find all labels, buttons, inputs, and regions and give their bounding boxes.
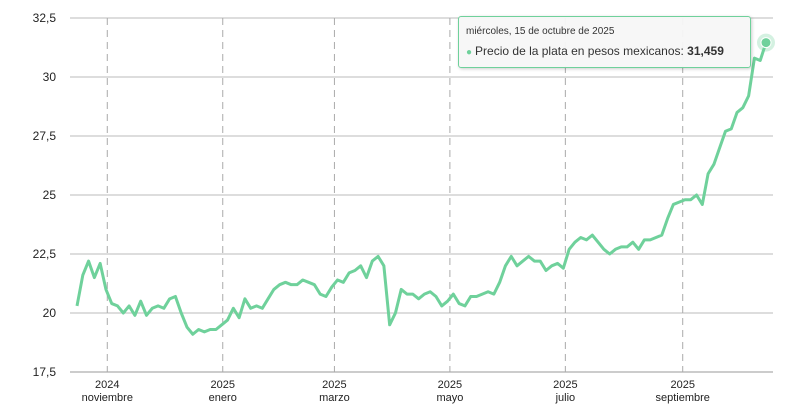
y-tick-label: 25	[43, 188, 57, 202]
series-line	[75, 42, 768, 336]
y-tick-label: 17,5	[33, 365, 57, 379]
tooltip-value: 31,459	[687, 44, 724, 58]
y-tick-label: 22,5	[33, 247, 57, 261]
tooltip-row: ● Precio de la plata en pesos mexicanos: …	[466, 44, 724, 58]
y-tick-label: 27,5	[33, 129, 57, 143]
x-tick-month: enero	[209, 392, 237, 404]
x-tick-month: julio	[555, 392, 576, 404]
series-dot-icon: ●	[466, 47, 473, 58]
x-tick-month: mayo	[436, 392, 463, 404]
x-tick-month: septiembre	[656, 392, 710, 404]
x-tick-year: 2025	[670, 379, 694, 391]
y-tick-label: 30	[43, 70, 57, 84]
x-tick-year: 2025	[438, 379, 462, 391]
x-tick-year: 2025	[553, 379, 577, 391]
x-tick-month: marzo	[319, 392, 350, 404]
data-point-marker	[760, 37, 772, 49]
tooltip-series-label: Precio de la plata en pesos mexicanos:	[475, 44, 688, 58]
y-tick-label: 20	[43, 306, 57, 320]
x-tick-year: 2025	[211, 379, 235, 391]
x-tick-year: 2024	[95, 379, 119, 391]
x-tick-month: noviembre	[82, 392, 133, 404]
x-tick-year: 2025	[322, 379, 346, 391]
tooltip-date: miércoles, 15 de octubre de 2025	[466, 26, 615, 37]
tooltip: miércoles, 15 de octubre de 2025 ● Precio…	[458, 16, 751, 68]
y-tick-label: 32,5	[33, 11, 57, 25]
